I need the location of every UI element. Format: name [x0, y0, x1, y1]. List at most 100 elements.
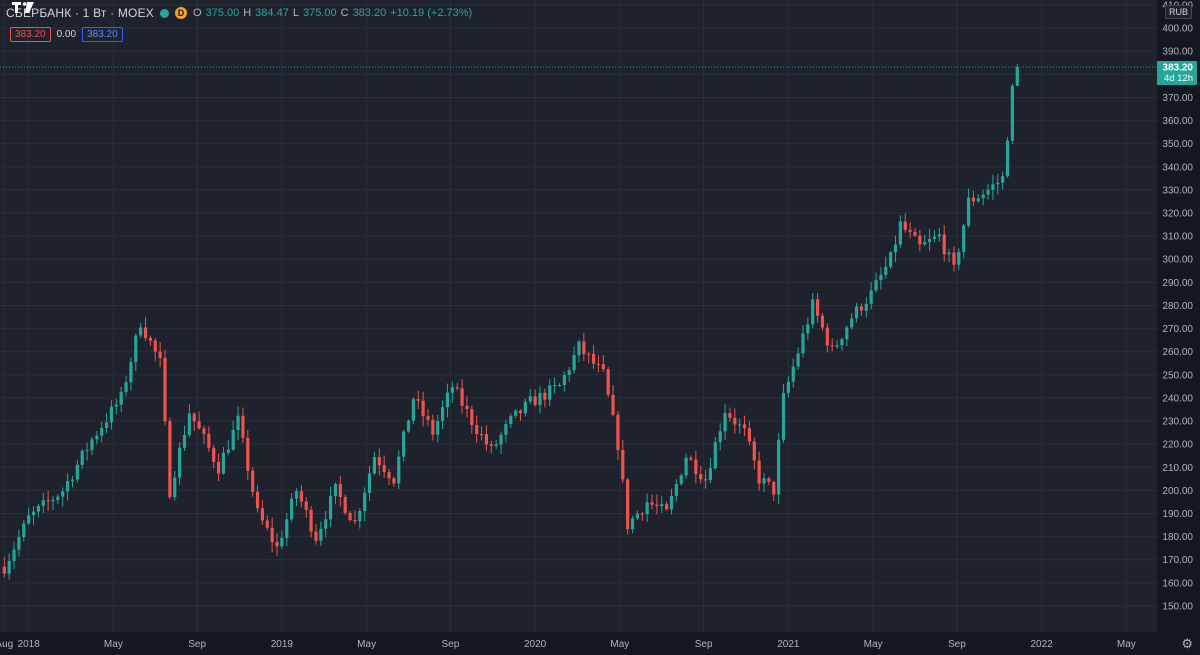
candle-body: [957, 251, 961, 265]
candle-body: [124, 382, 128, 392]
candle-body: [260, 508, 265, 521]
y-tick-label: 150.00: [1162, 601, 1193, 612]
candle-body: [460, 388, 464, 406]
candle-body: [650, 502, 654, 505]
candle-body: [450, 387, 454, 393]
candle-body: [95, 435, 99, 440]
candle-body: [913, 231, 917, 236]
candle-body: [27, 515, 31, 524]
candle-body: [747, 428, 752, 442]
candle-body: [143, 327, 148, 338]
candle-body: [358, 511, 362, 522]
candle-body: [494, 444, 498, 446]
y-tick-label: 200.00: [1162, 486, 1193, 497]
candle-body: [314, 531, 318, 541]
candle-body: [246, 437, 250, 471]
candle-body: [981, 194, 985, 199]
candle-body: [767, 478, 771, 482]
candle-body: [499, 434, 503, 445]
indicator-value-1[interactable]: 383.20: [10, 27, 51, 42]
x-tick-label: Aug: [0, 639, 13, 650]
candlestick-chart[interactable]: [0, 0, 1157, 632]
currency-unit-button[interactable]: RUB: [1164, 5, 1192, 19]
candle-body: [932, 236, 937, 240]
indicator-value-3[interactable]: 383.20: [82, 27, 123, 42]
candle-body: [991, 184, 995, 190]
candle-body: [353, 520, 357, 522]
x-tick-label: May: [864, 639, 883, 650]
candle-body: [742, 424, 747, 429]
candle-body: [815, 299, 820, 316]
candle-body: [41, 500, 45, 506]
candle-body: [859, 306, 864, 311]
candle-body: [265, 520, 269, 528]
candle-body: [811, 299, 815, 325]
candle-body: [12, 549, 16, 561]
candle-body: [421, 400, 425, 417]
y-tick-label: 190.00: [1162, 509, 1193, 520]
candle-body: [884, 266, 888, 275]
candle-body: [324, 519, 328, 529]
symbol-label[interactable]: СБЕРБАНК · 1 Вт · MOEX: [6, 6, 154, 20]
candle-body: [406, 420, 411, 432]
candle-body: [173, 477, 177, 498]
candle-body: [845, 327, 849, 340]
y-tick-label: 230.00: [1162, 417, 1193, 428]
y-tick-label: 310.00: [1162, 232, 1193, 243]
candle-body: [898, 221, 902, 245]
candle-body: [270, 527, 274, 543]
candle-body: [757, 460, 761, 484]
candle-body: [587, 353, 591, 355]
candle-body: [830, 345, 834, 347]
candle-body: [226, 449, 230, 453]
candle-body: [703, 479, 708, 481]
candle-body: [796, 353, 800, 367]
candle-body: [694, 459, 698, 475]
candle-body: [596, 363, 601, 365]
candle-body: [864, 303, 868, 311]
y-tick-label: 210.00: [1162, 463, 1193, 474]
y-tick-label: 250.00: [1162, 370, 1193, 381]
candle-body: [966, 197, 971, 226]
candle-body: [621, 450, 625, 480]
candle-body: [538, 392, 542, 406]
x-tick-label: 2021: [777, 639, 800, 650]
candle-body: [387, 472, 391, 479]
y-tick-label: 280.00: [1162, 301, 1193, 312]
candle-body: [148, 337, 152, 341]
candle-body: [348, 512, 352, 521]
candle-body: [207, 433, 211, 448]
low-value: 375.00: [302, 7, 337, 19]
candle-body: [835, 345, 839, 347]
y-tick-label: 270.00: [1162, 324, 1193, 335]
candle-body: [1010, 85, 1014, 141]
y-tick-label: 360.00: [1162, 116, 1193, 127]
candle-body: [192, 413, 196, 422]
candle-body: [665, 504, 669, 510]
candle-body: [328, 496, 333, 520]
candle-body: [392, 478, 396, 484]
candle-body: [221, 452, 226, 474]
candle-body: [280, 537, 284, 547]
candle-body: [660, 504, 664, 507]
tradingview-logo-icon[interactable]: [12, 0, 34, 14]
candle-body: [591, 353, 596, 364]
candle-body: [689, 457, 693, 460]
y-tick-label: 390.00: [1162, 47, 1193, 58]
y-tick-label: 170.00: [1162, 555, 1193, 566]
candle-body: [158, 351, 162, 358]
chart-plot-area[interactable]: [0, 0, 1157, 632]
candle-body: [777, 439, 781, 495]
candle-body: [66, 481, 70, 492]
candle-body: [333, 484, 338, 497]
candle-body: [781, 392, 786, 440]
candle-body: [752, 441, 756, 461]
candle-body: [557, 385, 562, 387]
candle-body: [51, 500, 55, 502]
candle-body: [119, 391, 123, 405]
candle-body: [56, 496, 60, 501]
candle-body: [626, 479, 630, 530]
chart-settings-gear-icon[interactable]: ⚙: [1181, 636, 1193, 651]
chart-legend: СБЕРБАНК · 1 Вт · MOEX D O 375.00 H 384.47…: [6, 6, 472, 20]
candle-body: [465, 405, 469, 410]
